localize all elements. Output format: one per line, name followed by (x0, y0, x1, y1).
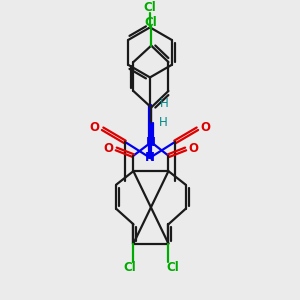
Text: O: O (103, 142, 113, 155)
Text: Cl: Cl (123, 261, 136, 274)
Text: O: O (188, 142, 199, 155)
Text: O: O (90, 121, 100, 134)
Text: N: N (145, 151, 155, 164)
Text: Cl: Cl (144, 1, 156, 14)
Text: Cl: Cl (145, 16, 158, 29)
Text: H: H (159, 116, 167, 129)
Text: H: H (160, 97, 169, 110)
Text: N: N (146, 136, 156, 149)
Text: O: O (200, 121, 210, 134)
Text: Cl: Cl (166, 261, 179, 274)
